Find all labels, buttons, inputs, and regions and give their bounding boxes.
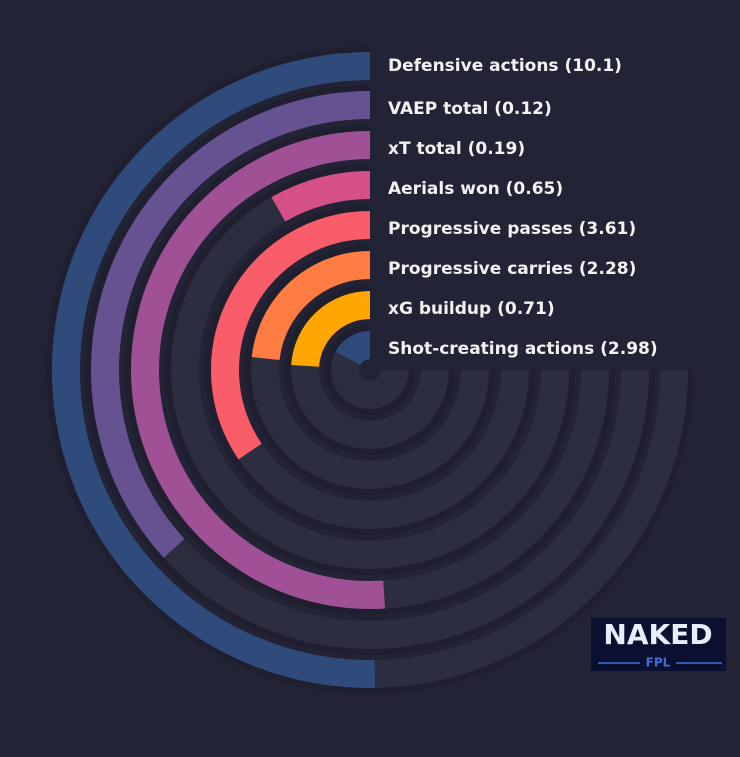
- logo-text: NAKED: [603, 618, 712, 651]
- bar: [131, 131, 385, 609]
- bar-label: Progressive passes (3.61): [388, 219, 636, 239]
- track: [171, 171, 569, 569]
- bar: [271, 171, 371, 222]
- bar: [291, 291, 371, 368]
- bar-label: xG buildup (0.71): [388, 299, 555, 319]
- bar-label: xT total (0.19): [388, 139, 525, 159]
- bar-label: VAEP total (0.12): [388, 99, 552, 119]
- logo-subtext: FPL: [646, 656, 671, 670]
- ring-separator: [325, 325, 415, 415]
- bar: [251, 251, 371, 361]
- ring-separator: [165, 165, 575, 575]
- bar: [91, 91, 371, 558]
- bar: [211, 211, 371, 460]
- bar-label: Aerials won (0.65): [388, 179, 563, 199]
- logo: NAKED FPL: [591, 618, 726, 671]
- bar: [52, 52, 375, 688]
- ring-separator: [125, 125, 615, 615]
- ring-separator: [245, 245, 495, 495]
- ring-separator: [46, 46, 694, 694]
- logo-box: [591, 618, 726, 671]
- ring-separator: [85, 85, 655, 655]
- ring-separator: [205, 205, 535, 535]
- ring-separator: [285, 285, 455, 455]
- bar-label: Progressive carries (2.28): [388, 259, 636, 279]
- bar-label: Defensive actions (10.1): [388, 56, 622, 76]
- bar: [335, 331, 372, 366]
- bar-label: Shot-creating actions (2.98): [388, 339, 658, 359]
